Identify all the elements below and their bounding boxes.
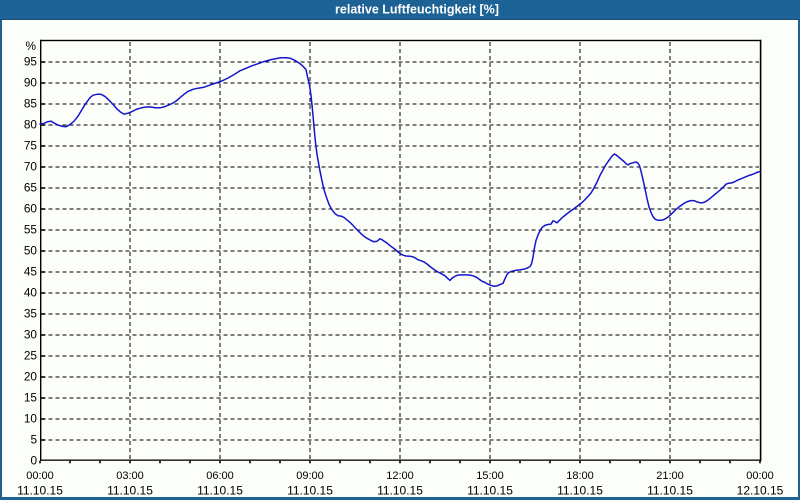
svg-text:06:00: 06:00 xyxy=(206,470,234,482)
svg-text:12.10.15: 12.10.15 xyxy=(737,484,784,498)
svg-text:09:00: 09:00 xyxy=(296,470,324,482)
svg-text:65: 65 xyxy=(24,181,38,195)
svg-text:95: 95 xyxy=(24,55,38,69)
svg-text:20: 20 xyxy=(24,370,38,384)
svg-text:40: 40 xyxy=(24,286,38,300)
svg-text:5: 5 xyxy=(30,433,37,447)
svg-text:15:00: 15:00 xyxy=(476,470,504,482)
svg-text:11.10.15: 11.10.15 xyxy=(17,484,63,498)
svg-text:11.10.15: 11.10.15 xyxy=(197,484,243,498)
svg-text:15: 15 xyxy=(24,391,38,405)
svg-text:50: 50 xyxy=(24,244,38,258)
svg-text:25: 25 xyxy=(24,349,38,363)
svg-text:75: 75 xyxy=(24,139,38,153)
svg-text:85: 85 xyxy=(24,97,38,111)
svg-text:30: 30 xyxy=(24,328,38,342)
svg-text:11.10.15: 11.10.15 xyxy=(107,484,153,498)
svg-text:00:00: 00:00 xyxy=(746,470,774,482)
svg-text:11.10.15: 11.10.15 xyxy=(467,484,513,498)
svg-text:10: 10 xyxy=(24,412,38,426)
svg-text:11.10.15: 11.10.15 xyxy=(557,484,603,498)
svg-text:80: 80 xyxy=(24,118,38,132)
svg-text:%: % xyxy=(26,39,37,53)
svg-text:03:00: 03:00 xyxy=(116,470,144,482)
svg-text:21:00: 21:00 xyxy=(656,470,684,482)
svg-text:55: 55 xyxy=(24,223,38,237)
svg-text:0: 0 xyxy=(30,454,37,468)
svg-text:18:00: 18:00 xyxy=(566,470,594,482)
svg-text:70: 70 xyxy=(24,160,38,174)
svg-text:11.10.15: 11.10.15 xyxy=(287,484,333,498)
svg-text:11.10.15: 11.10.15 xyxy=(647,484,693,498)
svg-text:35: 35 xyxy=(24,307,38,321)
svg-text:relative Luftfeuchtigkeit [%]: relative Luftfeuchtigkeit [%] xyxy=(335,3,499,17)
svg-text:11.10.15: 11.10.15 xyxy=(377,484,423,498)
svg-text:12:00: 12:00 xyxy=(386,470,414,482)
svg-text:45: 45 xyxy=(24,265,38,279)
svg-text:00:00: 00:00 xyxy=(26,470,54,482)
svg-text:90: 90 xyxy=(24,76,38,90)
svg-text:60: 60 xyxy=(24,202,38,216)
